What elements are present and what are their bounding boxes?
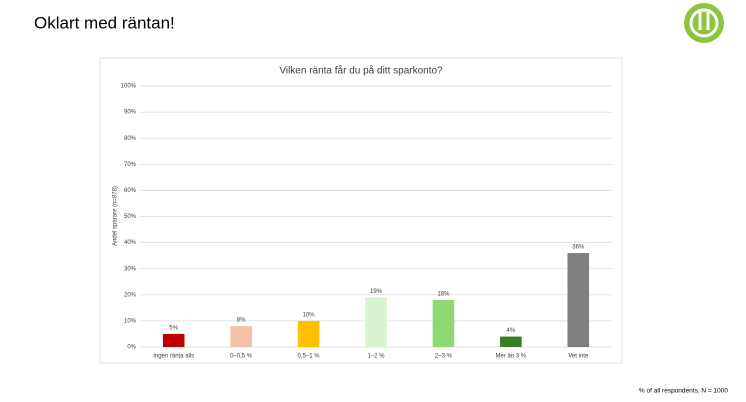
bar (365, 297, 387, 347)
footnote: % of all respondents, N = 1000 (639, 388, 728, 395)
y-tick-label: 90% (124, 110, 137, 116)
bar (500, 336, 522, 347)
x-tick-label: Mer än 3 % (496, 354, 527, 360)
value-label: 18% (437, 292, 450, 298)
value-label: 8% (237, 318, 246, 324)
logo-ring (689, 8, 719, 38)
bar (567, 253, 590, 347)
x-tick-label: Ingen ränta alls (153, 354, 194, 360)
y-tick-label: 10% (124, 318, 137, 324)
y-tick-label: 60% (124, 188, 137, 194)
x-tick-label: 1–2 % (367, 354, 385, 360)
y-tick-label: 100% (121, 84, 137, 90)
x-tick-label: 0–0,5 % (230, 354, 253, 360)
value-label: 10% (303, 312, 316, 318)
value-label: 19% (370, 289, 383, 295)
bar (297, 320, 320, 347)
value-label: 36% (572, 245, 585, 251)
bar (162, 333, 185, 347)
x-tick-label: 0,5–1 % (298, 354, 321, 360)
y-tick-label: 20% (124, 292, 137, 298)
y-tick-label: 30% (124, 266, 137, 272)
y-tick-label: 50% (124, 214, 137, 220)
y-tick-label: 70% (124, 162, 137, 168)
y-tick-label: 40% (124, 240, 137, 246)
y-axis-label: Andel sparare (n=878) (113, 186, 119, 246)
x-tick-label: Vet inte (568, 354, 589, 360)
bar (230, 326, 252, 347)
x-tick-label: 2–3 % (435, 354, 453, 360)
value-label: 4% (507, 328, 516, 334)
y-tick-label: 80% (124, 136, 137, 142)
chart-title: Vilken ränta får du på ditt sparkonto? (279, 65, 443, 77)
bar (432, 300, 455, 347)
logo (684, 3, 724, 43)
y-tick-label: 0% (127, 345, 136, 351)
chart-frame (99, 57, 623, 364)
value-label: 5% (169, 326, 178, 332)
slide-title: Oklart med räntan! (34, 13, 175, 32)
